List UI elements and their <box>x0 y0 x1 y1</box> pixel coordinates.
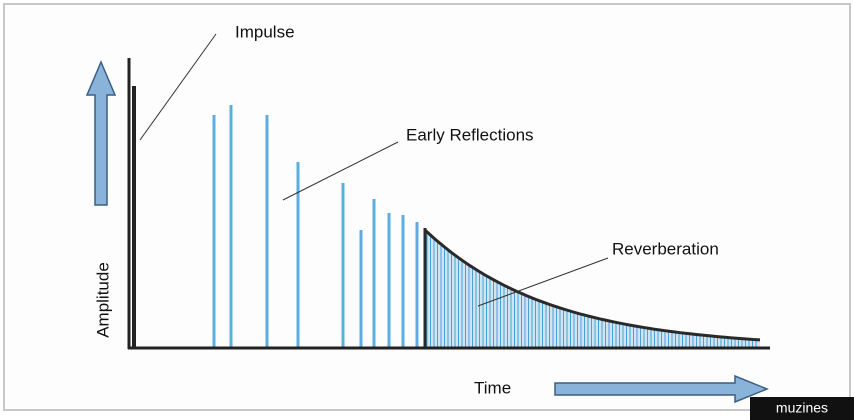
watermark-box <box>750 397 854 420</box>
reverberation-label: Reverberation <box>612 239 719 258</box>
early-reflections-label: Early Reflections <box>406 125 534 144</box>
reverb-envelope <box>423 228 761 348</box>
reverb-hatching <box>425 230 760 348</box>
x-axis-label: Time <box>474 378 511 397</box>
time-arrow <box>554 374 769 404</box>
impulse-label: Impulse <box>235 22 295 41</box>
watermark: muzines <box>776 400 828 416</box>
amplitude-arrow <box>85 60 117 206</box>
impulse-pointer <box>139 33 217 141</box>
reverb-fill <box>425 230 760 348</box>
reverb-pointer <box>477 257 609 307</box>
y-axis-label: Amplitude <box>93 262 112 338</box>
reflections-pointer <box>282 141 399 201</box>
